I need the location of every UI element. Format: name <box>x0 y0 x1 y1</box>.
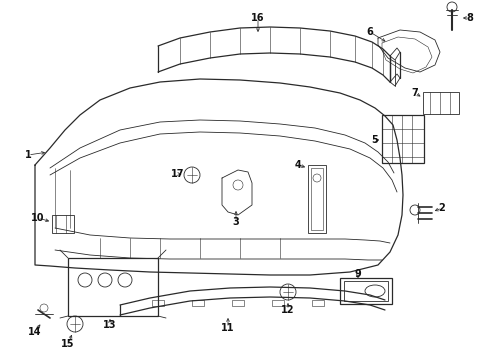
Text: 11: 11 <box>221 323 234 333</box>
Text: 3: 3 <box>232 217 239 227</box>
Text: 15: 15 <box>61 339 75 349</box>
Text: 6: 6 <box>366 27 373 37</box>
Bar <box>339 278 391 304</box>
Text: 12: 12 <box>281 305 294 315</box>
Bar <box>422 92 458 114</box>
Bar <box>68 258 158 316</box>
Bar <box>310 168 323 230</box>
Text: 17: 17 <box>171 169 184 179</box>
Text: 16: 16 <box>251 13 264 23</box>
Text: 2: 2 <box>438 203 445 213</box>
Bar <box>343 281 387 301</box>
Text: 14: 14 <box>28 327 41 337</box>
Bar <box>52 215 74 233</box>
Text: 4: 4 <box>294 160 301 170</box>
Text: 8: 8 <box>466 13 472 23</box>
Bar <box>231 300 244 306</box>
Bar <box>311 300 324 306</box>
Text: 1: 1 <box>24 150 31 160</box>
Text: 10: 10 <box>31 213 45 223</box>
Bar <box>152 300 163 306</box>
Bar <box>192 300 203 306</box>
Text: 5: 5 <box>371 135 378 145</box>
Bar <box>381 115 423 163</box>
Text: 13: 13 <box>103 320 117 330</box>
Text: 9: 9 <box>354 269 361 279</box>
Bar <box>271 300 284 306</box>
Bar <box>307 165 325 233</box>
Text: 7: 7 <box>411 88 418 98</box>
